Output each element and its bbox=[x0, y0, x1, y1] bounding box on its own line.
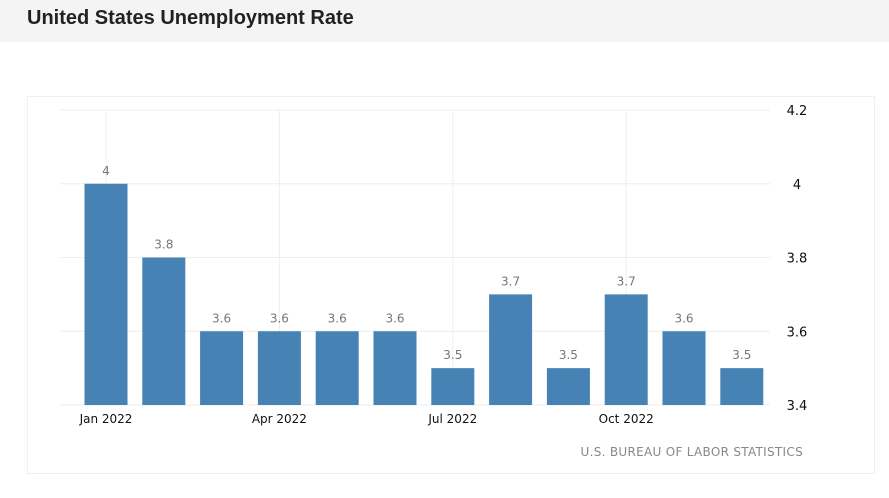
bar bbox=[489, 294, 533, 405]
bar bbox=[84, 183, 128, 405]
data-label: 3.7 bbox=[617, 274, 636, 288]
bar bbox=[546, 368, 590, 405]
chart-panel bbox=[27, 96, 875, 474]
data-label: 3.6 bbox=[328, 311, 347, 325]
data-label: 3.6 bbox=[212, 311, 231, 325]
data-label: 3.6 bbox=[270, 311, 289, 325]
data-label: 3.5 bbox=[443, 348, 462, 362]
data-label: 3.8 bbox=[154, 238, 173, 252]
bar bbox=[200, 331, 244, 405]
data-label: 3.5 bbox=[732, 348, 751, 362]
x-tick-label: Apr 2022 bbox=[252, 412, 307, 426]
bar bbox=[604, 294, 648, 405]
bar bbox=[257, 331, 301, 405]
bar bbox=[720, 368, 764, 405]
y-tick-label: 4 bbox=[793, 178, 801, 193]
bar bbox=[373, 331, 417, 405]
y-tick-label: 4.2 bbox=[787, 104, 808, 119]
x-tick-label: Jul 2022 bbox=[427, 412, 477, 426]
x-tick-label: Jan 2022 bbox=[79, 412, 133, 426]
data-label: 3.5 bbox=[559, 348, 578, 362]
bar bbox=[431, 368, 475, 405]
data-label: 3.6 bbox=[674, 311, 693, 325]
source-label: U.S. BUREAU OF LABOR STATISTICS bbox=[580, 445, 803, 459]
page-title: United States Unemployment Rate bbox=[27, 7, 354, 29]
y-tick-label: 3.6 bbox=[787, 325, 808, 340]
x-tick-label: Oct 2022 bbox=[599, 412, 654, 426]
y-tick-label: 3.8 bbox=[787, 252, 808, 267]
header-bar: United States Unemployment Rate bbox=[0, 0, 889, 42]
data-label: 3.6 bbox=[385, 311, 404, 325]
bar bbox=[142, 257, 186, 405]
data-label: 4 bbox=[102, 164, 110, 178]
data-label: 3.7 bbox=[501, 274, 520, 288]
y-tick-label: 3.4 bbox=[787, 399, 808, 414]
bar bbox=[662, 331, 706, 405]
bar bbox=[315, 331, 359, 405]
